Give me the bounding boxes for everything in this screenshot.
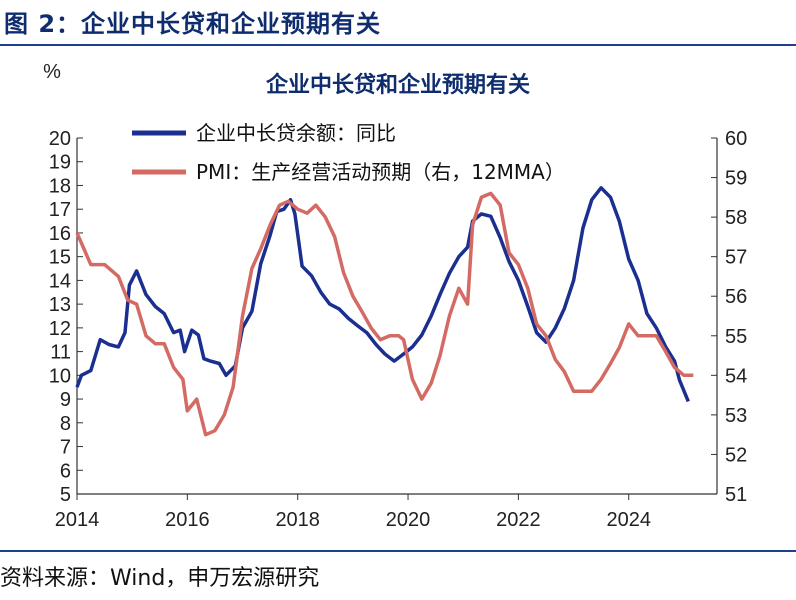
legend-label-series-b: PMI：生产经营活动预期（右，12MMA）: [196, 160, 565, 184]
right-axis-ticks: 51 52 53 54 55 56 57 58 59 60: [711, 128, 747, 506]
left-tick-label: 18: [49, 175, 71, 197]
x-tick-label: 2024: [606, 509, 651, 531]
series-line-pmi-expectation: [75, 191, 694, 437]
x-axis-ticks: 2014 2016 2018 2020 2022 2024: [55, 494, 651, 531]
left-tick-label: 12: [49, 318, 71, 340]
right-tick-label: 57: [725, 247, 747, 269]
right-tick-label: 56: [725, 286, 747, 308]
x-tick-label: 2022: [496, 509, 541, 531]
top-rule: [0, 44, 796, 46]
right-tick-label: 51: [725, 484, 747, 506]
bottom-rule: [0, 550, 796, 552]
x-tick-label: 2016: [165, 509, 210, 531]
left-tick-label: 17: [49, 199, 71, 221]
x-tick-label: 2014: [55, 509, 100, 531]
left-tick-label: 6: [60, 460, 71, 482]
x-tick-label: 2018: [275, 509, 320, 531]
legend-label-series-a: 企业中长贷余额：同比: [196, 121, 396, 145]
right-tick-label: 59: [725, 168, 747, 190]
series-line-loan-growth: [75, 186, 690, 403]
right-tick-label: 58: [725, 207, 747, 229]
chart-title: 企业中长贷和企业预期有关: [265, 72, 530, 98]
right-tick-label: 60: [725, 128, 747, 150]
line-chart: 企业中长贷和企业预期有关 % 企业中长贷余额：同比 PMI：生产经营活动预期（右…: [43, 61, 747, 531]
left-tick-label: 10: [49, 365, 71, 387]
y-unit-label: %: [43, 61, 61, 83]
left-tick-label: 5: [60, 484, 71, 506]
legend: 企业中长贷余额：同比 PMI：生产经营活动预期（右，12MMA）: [132, 121, 565, 184]
left-tick-label: 11: [50, 342, 71, 364]
left-tick-label: 13: [49, 294, 71, 316]
right-tick-label: 55: [725, 326, 747, 348]
right-tick-label: 53: [725, 405, 747, 427]
left-tick-label: 7: [60, 437, 71, 459]
left-tick-label: 16: [49, 223, 71, 245]
right-tick-label: 52: [725, 444, 747, 466]
left-tick-label: 9: [60, 389, 71, 411]
left-tick-label: 19: [49, 152, 71, 174]
source-note: 资料来源：Wind，申万宏源研究: [0, 566, 320, 591]
right-tick-label: 54: [725, 365, 747, 387]
x-tick-label: 2020: [386, 509, 431, 531]
left-tick-label: 15: [49, 247, 71, 269]
left-tick-label: 20: [49, 128, 71, 150]
left-tick-label: 14: [49, 270, 71, 292]
left-tick-label: 8: [60, 413, 71, 435]
figure-title: 图 2：企业中长贷和企业预期有关: [4, 10, 382, 38]
axes: [76, 138, 718, 495]
